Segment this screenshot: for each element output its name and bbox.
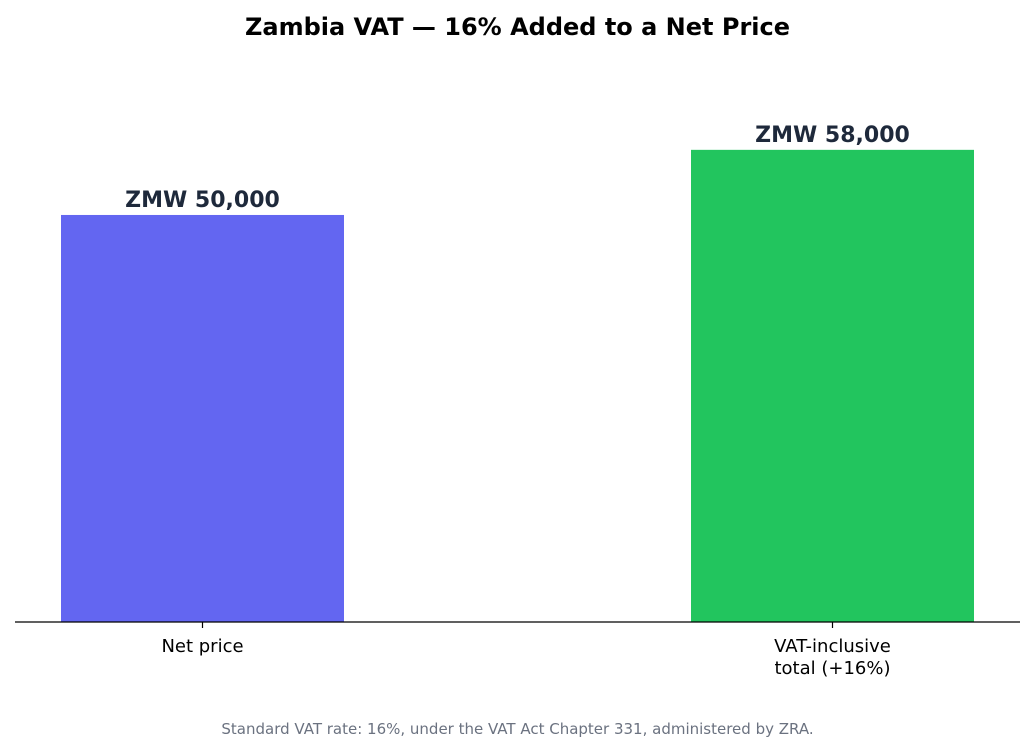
bar-value-label-0: ZMW 50,000 [125, 188, 280, 213]
x-tick-label-line: total (+16%) [774, 658, 890, 679]
bar-1 [691, 149, 974, 622]
x-tick-label-1: VAT-inclusive total (+16%) [774, 636, 891, 679]
bar-value-label-1: ZMW 58,000 [755, 123, 910, 148]
bar-0 [61, 214, 344, 622]
chart-footnote: Standard VAT rate: 16%, under the VAT Ac… [221, 720, 813, 738]
x-tick-label-line: VAT-inclusive [774, 636, 891, 657]
bars-layer: ZMW 50,000 ZMW 58,000 [61, 123, 974, 622]
x-tick-label-0: Net price [161, 636, 243, 657]
chart-title: Zambia VAT — 16% Added to a Net Price [245, 13, 790, 41]
x-tick-label-line: Net price [161, 636, 243, 657]
x-axis-ticks: Net price VAT-inclusive total (+16%) [161, 622, 891, 679]
